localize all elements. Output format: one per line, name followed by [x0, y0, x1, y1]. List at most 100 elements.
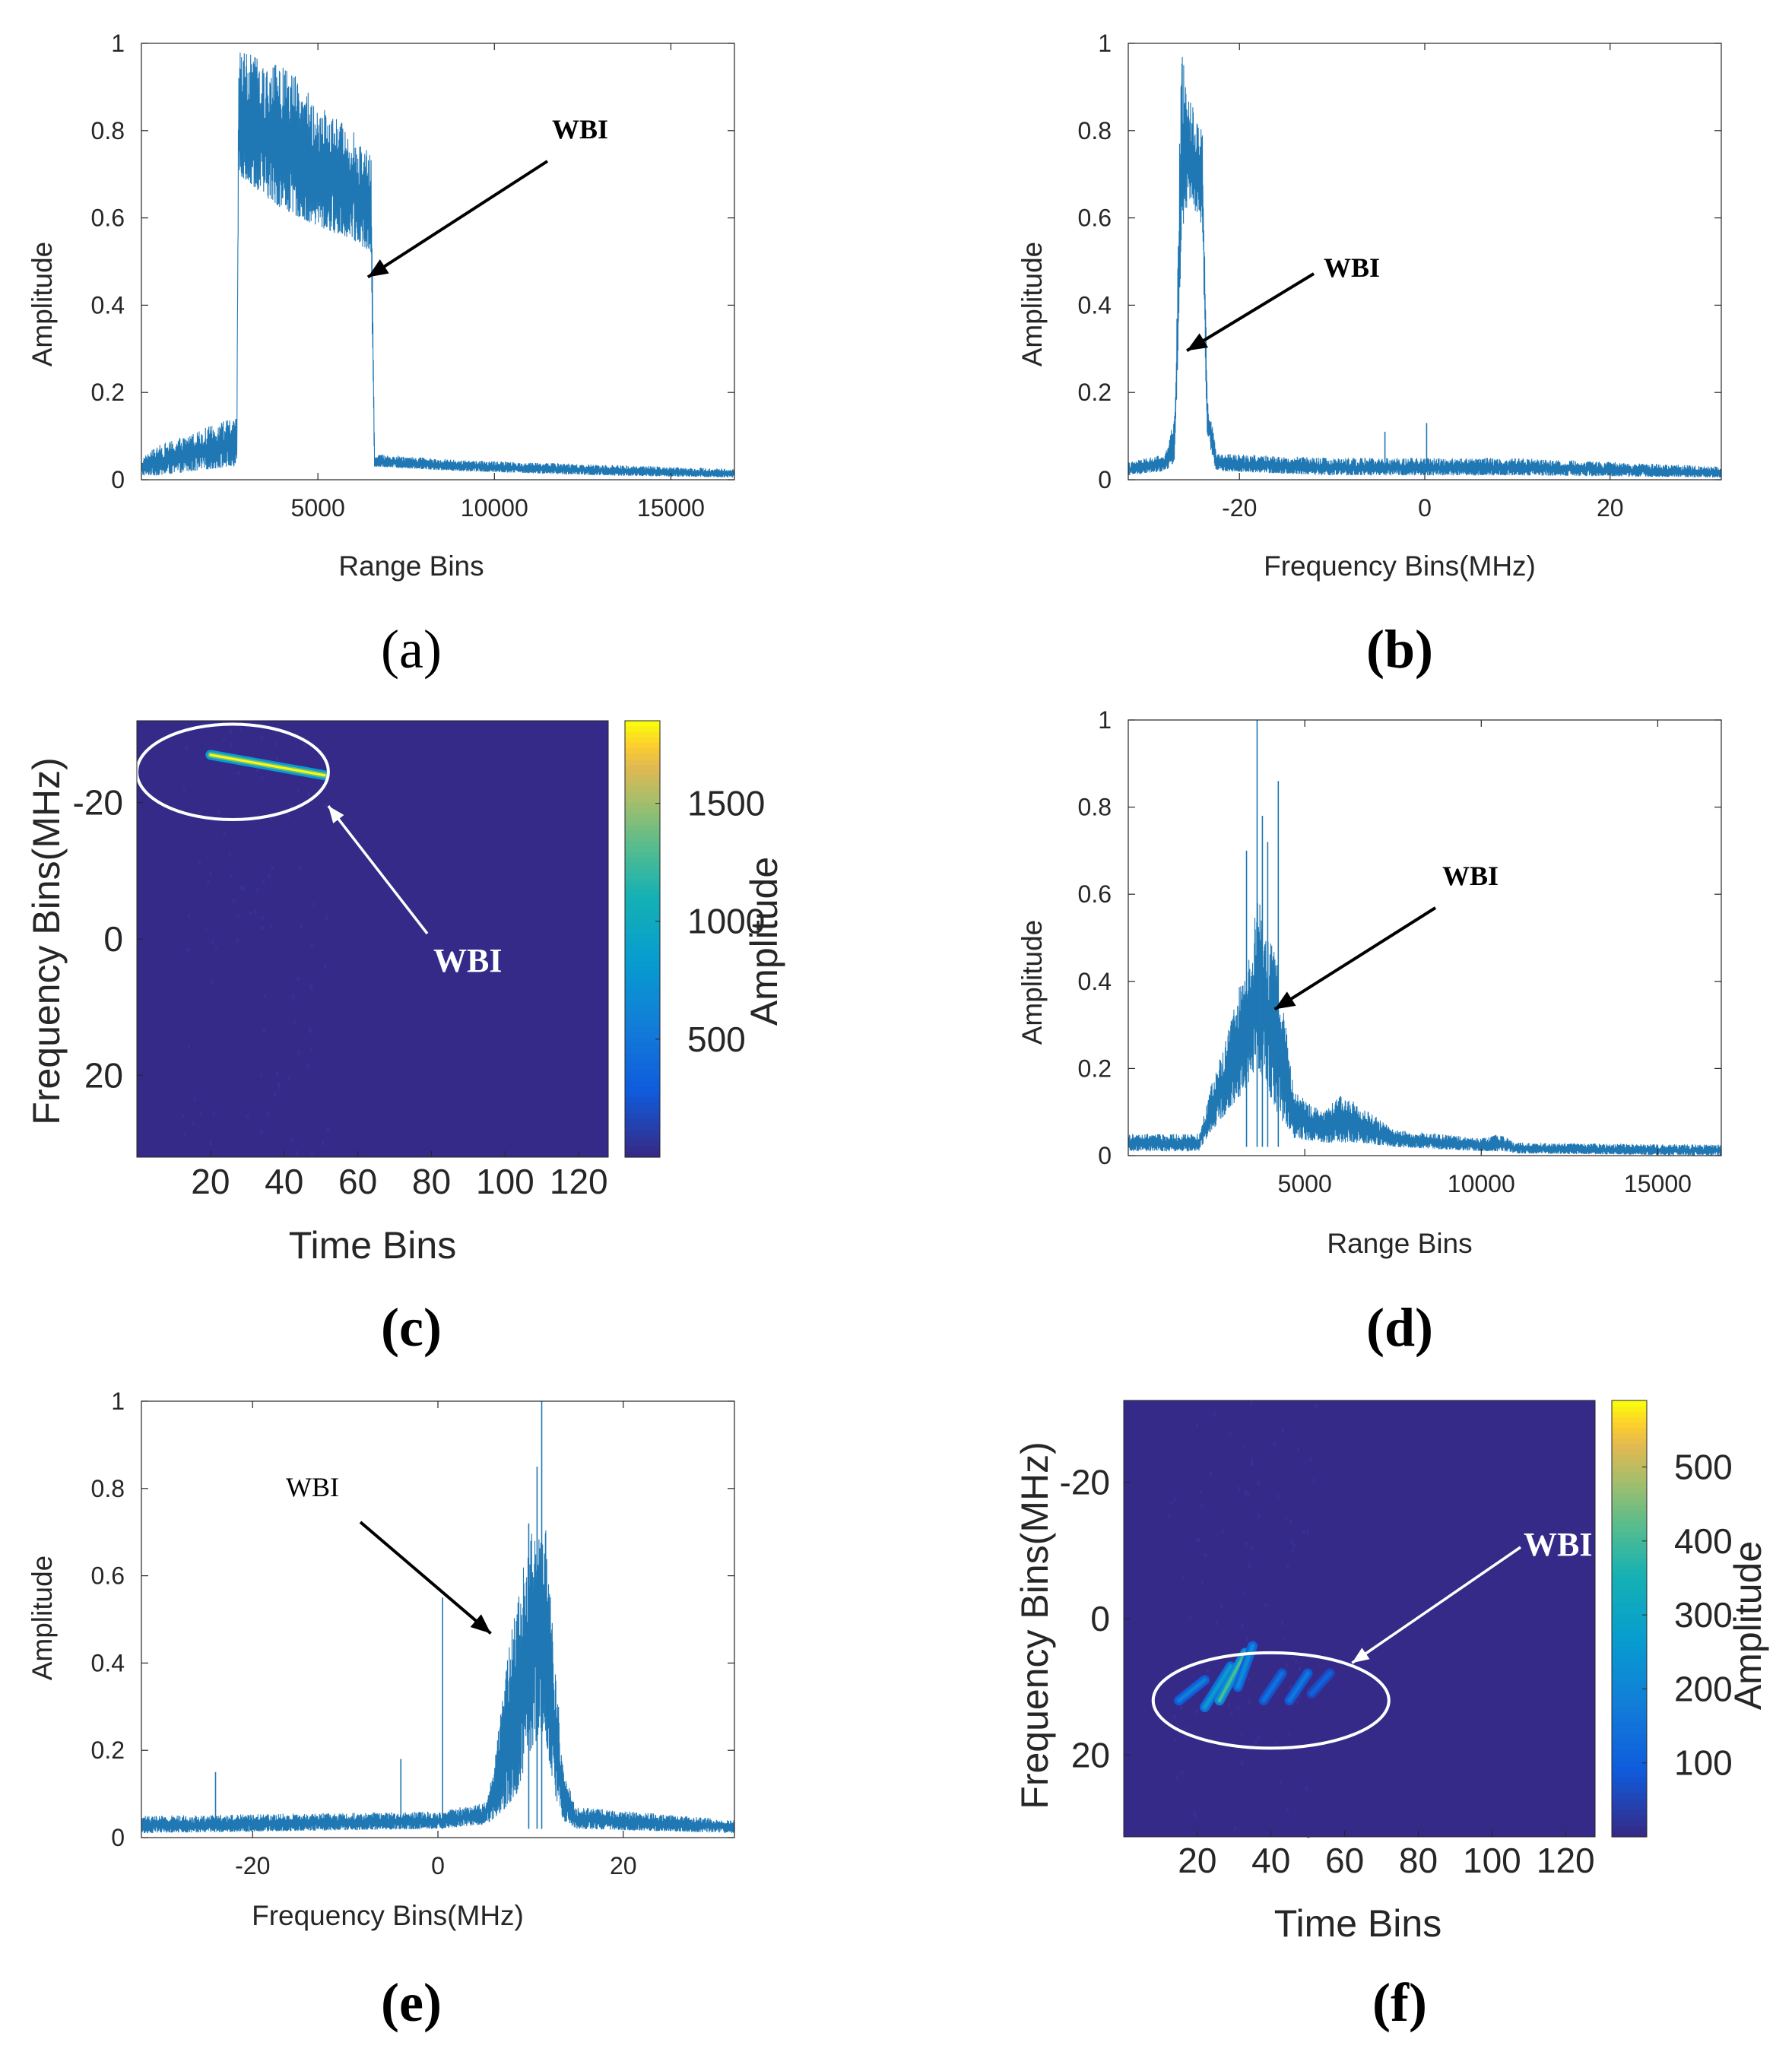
colorbar-swatch-f	[1612, 1552, 1647, 1559]
colorbar-swatch-c	[625, 1080, 660, 1087]
colorbar-swatch-c	[625, 1037, 660, 1043]
heatmap-noise-c	[236, 939, 239, 944]
colorbar-swatch-f	[1612, 1722, 1647, 1729]
heatmap-noise-f	[1290, 1540, 1293, 1544]
colorbar-swatch-c	[625, 1146, 660, 1153]
panel-f: WBI 20 40 60 80 100 120 -20 0 20 100 200 300 400 500 F…	[1013, 1400, 1769, 2033]
colorbar-swatch-f	[1612, 1422, 1647, 1429]
heatmap-noise-c	[187, 1044, 190, 1048]
colorbar-swatch-c	[625, 1102, 660, 1109]
heatmap-noise-c	[287, 814, 290, 818]
y-tick-label-e: 1	[111, 1388, 125, 1415]
heatmap-noise-f	[1286, 1807, 1289, 1812]
colorbar-swatch-c	[625, 852, 660, 858]
colorbar-swatch-c	[625, 862, 660, 869]
colorbar-swatch-f	[1612, 1760, 1647, 1767]
heatmap-noise-c	[193, 1097, 196, 1102]
colorbar-tick-label-f: 400	[1674, 1521, 1733, 1561]
y-tick-label-f: -20	[1060, 1463, 1110, 1502]
heatmap-noise-c	[297, 977, 300, 982]
ylabel-d: Amplitude	[1017, 920, 1048, 1045]
colorbar-swatch-f	[1612, 1454, 1647, 1461]
colorbar-frame-f	[1611, 1400, 1648, 1838]
heatmap-noise-c	[275, 1072, 278, 1077]
heatmap-streak-core-f	[1204, 1665, 1232, 1709]
colorbar-swatch-c	[625, 966, 660, 972]
x-tick-label-e: 0	[431, 1852, 445, 1879]
heatmap-noise-c	[297, 788, 300, 793]
ylabel-e: Amplitude	[27, 1556, 58, 1681]
heatmap-noise-c	[198, 810, 201, 815]
x-tick-label-e: -20	[235, 1852, 270, 1879]
y-tick-label-c: 0	[103, 919, 123, 959]
heatmap-noise-c	[207, 880, 210, 885]
plot-area-f: WBI 20 40 60 80 100 120 -20 0 20 100 200 300 400 500	[1060, 1400, 1733, 1880]
colorbar-swatch-f	[1612, 1559, 1647, 1565]
colorbar-swatch-f	[1612, 1400, 1647, 1407]
x-tick-label-a: 10000	[461, 494, 528, 522]
colorbar-tick-label-f: 200	[1674, 1669, 1733, 1708]
colorbar-swatch-c	[625, 950, 660, 956]
colorbar-swatch-c	[625, 900, 660, 907]
heatmap-noise-f	[1241, 1623, 1244, 1628]
colorbar-swatch-c	[625, 884, 660, 891]
colorbar-swatch-c	[625, 824, 660, 831]
heatmap-noise-c	[325, 915, 328, 920]
heatmap-noise-f	[1241, 1761, 1244, 1765]
colorbar-swatch-f	[1612, 1771, 1647, 1778]
colorbar-swatch-c	[625, 1086, 660, 1093]
colorbar-swatch-f	[1612, 1520, 1647, 1527]
y-tick-label-c: -20	[73, 783, 123, 823]
colorbar-swatch-c	[625, 1070, 660, 1076]
colorbar-swatch-c	[625, 933, 660, 940]
heatmap-noise-c	[223, 737, 226, 741]
panel-label-f: (f)	[1372, 1972, 1427, 2033]
colorbar-swatch-f	[1612, 1640, 1647, 1647]
heatmap-noise-c	[213, 1112, 216, 1117]
x-tick-label-c: 100	[476, 1162, 534, 1201]
heatmap-noise-f	[1285, 1517, 1288, 1521]
heatmap-noise-f	[1295, 1659, 1298, 1663]
colorbar-swatch-c	[625, 721, 660, 727]
heatmap-noise-f	[1305, 1787, 1308, 1791]
annotation-arrowhead-a	[367, 259, 389, 278]
colorbar-swatch-f	[1612, 1466, 1647, 1472]
colorbar-swatch-f	[1612, 1684, 1647, 1690]
annotation-arrowhead-d	[1274, 991, 1296, 1010]
colorbar-swatch-f	[1612, 1569, 1647, 1576]
heatmap-noise-f	[1181, 1575, 1185, 1580]
y-tick-label-b: 0	[1098, 466, 1112, 493]
colorbar-swatch-f	[1612, 1619, 1647, 1625]
colorbar-swatch-c	[625, 1124, 660, 1131]
plot-background-a	[141, 43, 734, 480]
colorbar-swatch-f	[1612, 1547, 1647, 1554]
heatmap-noise-c	[230, 742, 233, 747]
colorbar-swatch-f	[1612, 1537, 1647, 1543]
colorbar-swatch-c	[625, 747, 660, 754]
heatmap-noise-f	[1277, 1494, 1280, 1499]
y-tick-label-a: 1	[111, 30, 125, 57]
colorbar-swatch-c	[625, 775, 660, 782]
heatmap-noise-c	[300, 924, 303, 928]
annotation-label-f: WBI	[1524, 1526, 1592, 1563]
heatmap-noise-f	[1215, 1621, 1218, 1625]
colorbar-frame-c	[624, 720, 661, 1158]
y-tick-label-e: 0.4	[91, 1649, 125, 1676]
heatmap-noise-f	[1250, 1545, 1253, 1549]
colorbar-swatch-c	[625, 1053, 660, 1060]
colorbar-swatch-f	[1612, 1416, 1647, 1423]
y-tick-label-a: 0.4	[91, 291, 125, 319]
heatmap-noise-c	[309, 1026, 312, 1031]
y-tick-label-b: 1	[1098, 30, 1112, 57]
signal-series-e	[141, 1530, 734, 1834]
colorbar-tick-label-f: 500	[1674, 1448, 1733, 1487]
x-tick-label-f: 120	[1537, 1841, 1595, 1880]
heatmap-noise-c	[260, 1129, 263, 1134]
colorbar-label-c: Amplitude	[743, 857, 785, 1026]
x-tick-label-c: 80	[412, 1162, 451, 1201]
colorbar-swatch-c	[625, 982, 660, 989]
panel-label-d: (d)	[1366, 1297, 1433, 1358]
annotation-arrowhead-f	[1352, 1648, 1370, 1663]
